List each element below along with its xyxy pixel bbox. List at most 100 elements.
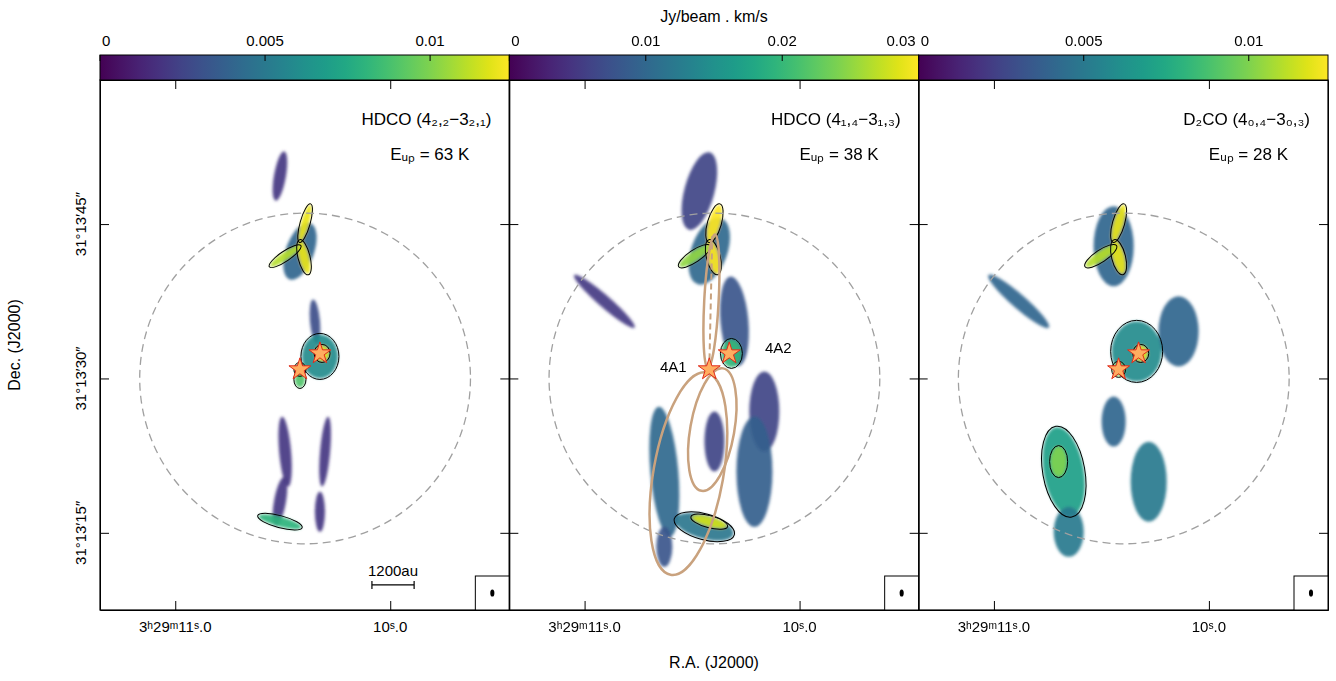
plot-frame xyxy=(919,80,1328,610)
panel-energy: Eᵤₚ = 38 K xyxy=(799,145,879,165)
tick-mark xyxy=(100,224,109,225)
tick xyxy=(500,224,509,225)
tick xyxy=(919,533,928,534)
plot-background xyxy=(100,80,509,610)
scalebar-cap xyxy=(414,581,415,589)
colorbar-tick xyxy=(430,55,431,61)
contour xyxy=(295,203,316,244)
outflow-ellipse xyxy=(636,366,741,580)
tick xyxy=(1319,533,1328,534)
tick xyxy=(1319,224,1328,225)
axis xyxy=(919,601,1328,611)
contour xyxy=(1035,423,1092,521)
emission-blob xyxy=(717,275,753,367)
x-tick-label: 10ˢ.0 xyxy=(373,618,407,635)
beam xyxy=(1309,589,1313,596)
beam-box xyxy=(1294,576,1328,610)
axis-line xyxy=(919,81,920,611)
tick xyxy=(509,533,518,534)
contour xyxy=(301,333,339,379)
panel-energy: Eᵤₚ = 28 K xyxy=(1209,145,1289,165)
emission-blob xyxy=(736,417,772,527)
colorbar xyxy=(919,55,1328,80)
contour xyxy=(1107,202,1130,244)
colorbar-tick-label: 0 xyxy=(921,32,929,49)
tick-mark xyxy=(910,224,919,225)
source-label: 4A2 xyxy=(765,339,792,356)
beam-box xyxy=(885,576,919,610)
colorbar-tick-label: 0.01 xyxy=(416,32,445,49)
colorbar-title: Jy/beam . km/s xyxy=(660,8,768,25)
scalebar-line xyxy=(372,584,414,585)
contour xyxy=(1050,446,1068,478)
tick-mark xyxy=(1209,80,1210,89)
source-star xyxy=(698,358,720,379)
tick-mark xyxy=(1319,533,1328,534)
axis xyxy=(500,81,510,611)
tick-mark xyxy=(910,378,919,379)
tick-mark xyxy=(390,80,391,89)
plot-area xyxy=(509,80,918,610)
tick xyxy=(100,533,109,534)
colorbar-tick xyxy=(265,55,266,61)
axis-line xyxy=(100,81,101,611)
y-tick-label: 31°13′45″ xyxy=(72,191,89,256)
axis-line xyxy=(510,610,919,611)
colorbar-tick xyxy=(1083,55,1084,61)
tick-mark xyxy=(919,378,928,379)
tick xyxy=(910,224,919,225)
emission-blob xyxy=(704,411,724,471)
emission-blob xyxy=(276,416,294,487)
tick xyxy=(390,80,391,89)
colorbar-tick-label: 0.02 xyxy=(768,32,797,49)
x-tick-label: 3ʰ29ᵐ11ˢ.0 xyxy=(139,618,212,635)
x-tick-label: 3ʰ29ᵐ11ˢ.0 xyxy=(958,618,1031,635)
tick-mark xyxy=(585,80,586,89)
panel-energy: Eᵤₚ = 63 K xyxy=(390,145,470,165)
emission-blob xyxy=(315,492,325,532)
tick xyxy=(994,601,995,610)
plot-frame xyxy=(509,80,918,610)
emission-blob xyxy=(1054,507,1084,557)
tick xyxy=(919,224,928,225)
contours xyxy=(256,203,339,534)
panel: 3ʰ29ᵐ11ˢ.010ˢ.000.0050.01D₂CO (4₀,₄−3₀,₃… xyxy=(919,32,1329,635)
axis xyxy=(910,81,920,611)
beam-inset xyxy=(885,576,919,610)
colorbar-tick-label: 0.005 xyxy=(246,32,284,49)
tick-mark xyxy=(919,224,928,225)
figure: Jy/beam . km/sR.A. (J2000)Dec. (J2000)3ʰ… xyxy=(0,0,1336,681)
tick xyxy=(800,601,801,610)
source-star xyxy=(718,342,740,363)
source-star xyxy=(289,358,311,379)
source-star xyxy=(1108,358,1130,379)
contour xyxy=(256,510,304,534)
tick xyxy=(800,80,801,89)
beam-box xyxy=(475,576,509,610)
scalebar-cap xyxy=(371,581,372,589)
tick-mark xyxy=(800,601,801,610)
tick xyxy=(175,80,176,89)
axis-line xyxy=(919,610,1328,611)
tick-mark xyxy=(175,601,176,610)
tick-mark xyxy=(994,601,995,610)
tick xyxy=(585,601,586,610)
emission-blob xyxy=(302,334,338,378)
axis xyxy=(101,601,510,611)
colorbar-tick-label: 0.01 xyxy=(1234,32,1263,49)
tick-mark xyxy=(910,533,919,534)
axis xyxy=(101,80,510,89)
scalebar-label: 1200au xyxy=(368,562,418,579)
colorbar-tick xyxy=(918,55,919,61)
tick-mark xyxy=(500,224,509,225)
emission-blob xyxy=(1131,442,1167,522)
tick-mark xyxy=(1319,378,1328,379)
tick-mark xyxy=(585,601,586,610)
axis xyxy=(919,80,1328,89)
x-axis-title: R.A. (J2000) xyxy=(669,654,759,671)
plot-area xyxy=(100,80,509,610)
contour xyxy=(1082,241,1120,272)
colorbar-tick-label: 0.03 xyxy=(886,32,915,49)
tick xyxy=(919,378,928,379)
axis-line xyxy=(101,610,510,611)
